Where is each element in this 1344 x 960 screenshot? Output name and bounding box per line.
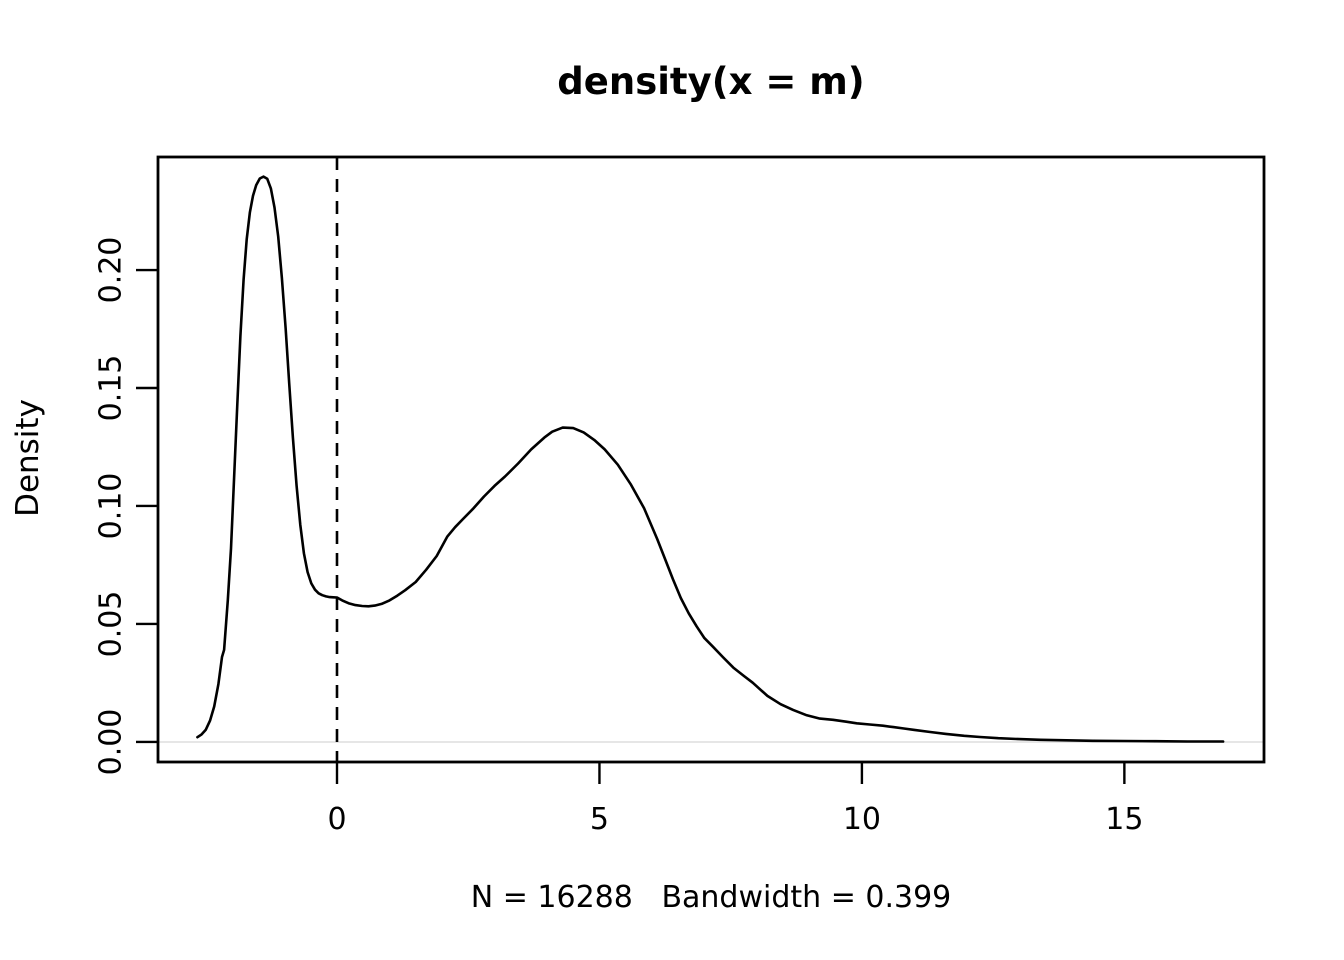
x-tick-label: 10 (842, 802, 881, 837)
y-tick-label: 0.20 (93, 236, 129, 304)
density-curve (196, 175, 1225, 743)
plot-box-border (156, 155, 1266, 764)
x-axis-title: N = 16288 Bandwidth = 0.399 (470, 880, 952, 915)
y-tick-label: 0.00 (93, 708, 129, 776)
y-tick-label: 0.10 (93, 472, 129, 540)
x-tick-label: 5 (589, 802, 609, 837)
x-axis-tick-marks (335, 762, 1126, 784)
x-tick-label: 15 (1105, 802, 1144, 837)
y-axis-tick-marks (136, 268, 158, 744)
plot-title: density(x = m) (557, 60, 865, 103)
x-tick-label: 0 (327, 802, 347, 837)
y-axis-title: Density (10, 399, 46, 517)
y-tick-label: 0.15 (93, 354, 129, 422)
y-tick-label: 0.05 (93, 590, 129, 658)
